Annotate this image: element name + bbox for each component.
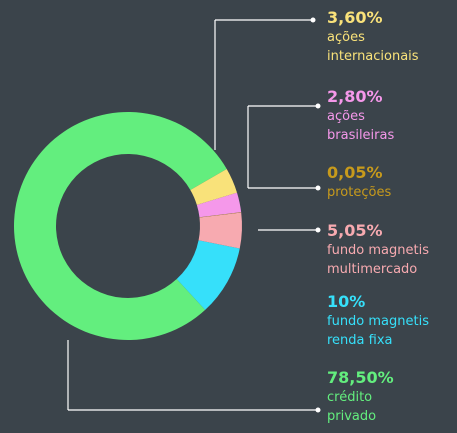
donut-slice <box>198 212 242 249</box>
category-label: fundo magnetis renda fixa <box>327 314 429 348</box>
connector-dot <box>315 227 321 233</box>
legend-label: 0,05% proteções <box>327 163 455 202</box>
legend-label: 10% fundo magnetis renda fixa <box>327 292 455 350</box>
connector-dot <box>315 407 321 413</box>
legend-label: 5,05% fundo magnetis multimercado <box>327 221 455 279</box>
value-label: 5,05% <box>327 221 383 240</box>
connectors <box>67 17 321 413</box>
connector-dot <box>315 185 321 191</box>
donut-slice <box>196 192 242 218</box>
value-label: 10% <box>327 292 366 311</box>
connector-dot <box>310 17 316 23</box>
category-label: fundo magnetis multimercado <box>327 243 429 277</box>
legend-label: 2,80% ações brasileiras <box>327 87 455 145</box>
category-label: proteções <box>327 185 392 200</box>
value-label: 78,50% <box>327 368 394 387</box>
donut-slice <box>190 169 237 205</box>
category-label: ações internacionais <box>327 30 419 64</box>
donut-slice <box>176 240 240 310</box>
value-label: 3,60% <box>327 8 383 27</box>
donut-slice <box>199 212 242 218</box>
legend-label: 78,50% crédito privado <box>327 368 455 426</box>
value-label: 2,80% <box>327 87 383 106</box>
category-label: crédito privado <box>327 390 377 424</box>
donut-slice <box>14 112 227 341</box>
value-label: 0,05% <box>327 163 383 182</box>
category-label: ações brasileiras <box>327 109 395 143</box>
connector-dot <box>315 103 321 109</box>
legend-label: 3,60% ações internacionais <box>327 8 455 66</box>
